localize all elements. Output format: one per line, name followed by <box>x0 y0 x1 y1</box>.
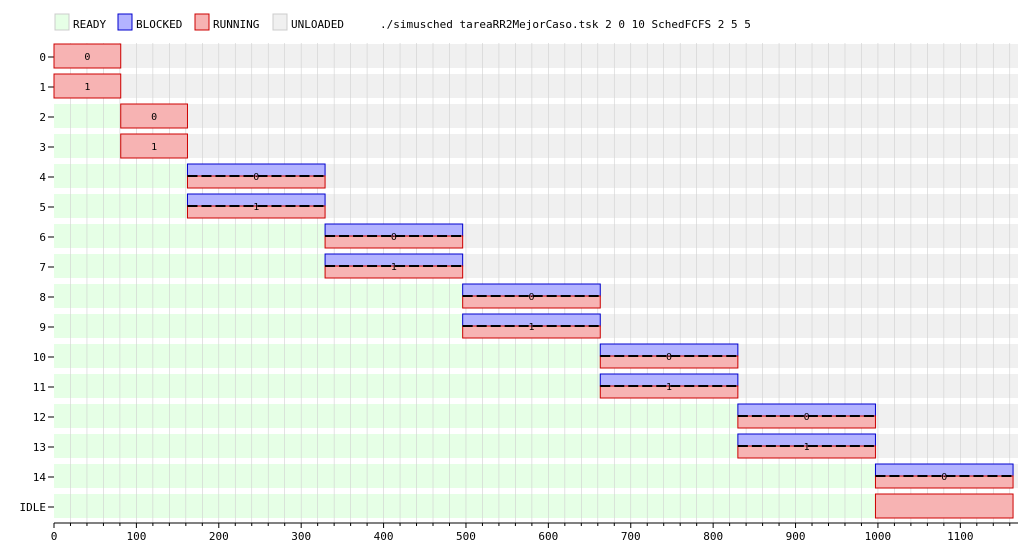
unloaded-bar <box>600 284 1018 308</box>
unloaded-bar <box>875 404 1018 428</box>
running-segment <box>462 295 601 309</box>
row-label: 0 <box>39 51 46 64</box>
x-tick-label: 400 <box>374 530 394 543</box>
segment-label: 1 <box>151 142 157 153</box>
segment-label: 1 <box>253 202 259 213</box>
unloaded-bar <box>462 224 1019 248</box>
x-tick-label: 0 <box>51 530 58 543</box>
row-label: 13 <box>33 441 46 454</box>
legend-swatch-running <box>194 13 210 31</box>
row-label: 8 <box>39 291 46 304</box>
row-label: 12 <box>33 411 46 424</box>
running-segment <box>186 205 326 219</box>
unloaded-bar <box>187 104 1018 128</box>
segment-label: 0 <box>253 172 259 183</box>
ready-bar <box>54 134 121 158</box>
unloaded-bar <box>325 164 1019 188</box>
legend-label-unloaded: UNLOADED <box>291 18 344 31</box>
ready-bar <box>54 284 463 308</box>
ready-bar <box>54 344 601 368</box>
running-segment <box>599 355 739 369</box>
running-segment <box>737 445 876 459</box>
x-tick-label: 1100 <box>947 530 974 543</box>
unloaded-bar <box>875 434 1018 458</box>
legend-label-running: RUNNING <box>213 18 259 31</box>
legend-label-ready: READY <box>73 18 106 31</box>
ready-bar <box>54 314 463 338</box>
ready-bar <box>54 434 738 458</box>
ready-bar <box>54 374 601 398</box>
x-tick-label: 300 <box>291 530 311 543</box>
unloaded-bar <box>120 44 1018 68</box>
segment-label: 0 <box>528 292 534 303</box>
segment-label: 0 <box>151 112 157 123</box>
row-label: 1 <box>39 81 46 94</box>
ready-bar <box>54 254 326 278</box>
running-segment <box>53 43 122 69</box>
unloaded-bar <box>600 314 1018 338</box>
running-segment <box>599 385 739 399</box>
ready-bar <box>54 194 188 218</box>
row-label: 4 <box>39 171 46 184</box>
segment-label: 1 <box>84 82 90 93</box>
segment-label: 0 <box>84 52 90 63</box>
row-label: 3 <box>39 141 46 154</box>
ready-bar <box>54 404 738 428</box>
x-tick-label: 200 <box>209 530 229 543</box>
ready-bar <box>54 464 876 488</box>
row-label: 14 <box>33 471 47 484</box>
segment-label: 1 <box>528 322 534 333</box>
ready-bar <box>54 104 121 128</box>
running-segment <box>874 493 1014 519</box>
row-label: 9 <box>39 321 46 334</box>
ready-bar <box>54 164 188 188</box>
row-label: IDLE <box>20 501 47 514</box>
running-segment <box>324 265 464 279</box>
legend-label-blocked: BLOCKED <box>136 18 182 31</box>
segment-label: 0 <box>666 352 672 363</box>
idle-ready-bar <box>54 494 876 518</box>
x-tick-label: 700 <box>621 530 641 543</box>
legend-swatch-unloaded <box>272 13 288 31</box>
row-label: 5 <box>39 201 46 214</box>
legend-swatch-ready <box>54 13 70 31</box>
running-segment <box>737 415 876 429</box>
row-label: 10 <box>33 351 46 364</box>
running-segment <box>53 73 122 99</box>
x-tick-label: 600 <box>538 530 558 543</box>
x-tick-label: 500 <box>456 530 476 543</box>
command-line: ./simusched tareaRR2MejorCaso.tsk 2 0 10… <box>380 18 751 31</box>
unloaded-bar <box>462 254 1019 278</box>
segment-label: 1 <box>391 262 397 273</box>
x-axis: 0 100 200 300 400 500 600 700 800 900 1000 1100 <box>51 522 1018 543</box>
x-tick-label: 100 <box>126 530 146 543</box>
row-label: 7 <box>39 261 46 274</box>
unloaded-bar <box>325 194 1019 218</box>
running-segment <box>120 133 188 159</box>
x-tick-label: 800 <box>703 530 723 543</box>
x-tick-label: 900 <box>786 530 806 543</box>
x-tick-label: 1000 <box>865 530 892 543</box>
segment-label: 1 <box>804 442 810 453</box>
legend: READY BLOCKED RUNNING UNLOADED ./simusch… <box>54 13 751 31</box>
running-segment <box>120 103 188 129</box>
row-label: 11 <box>33 381 46 394</box>
row-label: 2 <box>39 111 46 124</box>
running-segment <box>324 235 464 249</box>
row-label: 6 <box>39 231 46 244</box>
segment-label: 0 <box>804 412 810 423</box>
segment-label: 1 <box>666 382 672 393</box>
running-segment <box>186 175 326 189</box>
running-segment <box>462 325 601 339</box>
unloaded-bar <box>187 134 1018 158</box>
ready-bar <box>54 224 326 248</box>
segment-label: 0 <box>391 232 397 243</box>
unloaded-bar <box>120 74 1018 98</box>
unloaded-bar <box>1013 464 1018 488</box>
legend-swatch-blocked <box>117 13 133 31</box>
running-segment <box>874 475 1014 489</box>
segment-label: 0 <box>941 472 947 483</box>
